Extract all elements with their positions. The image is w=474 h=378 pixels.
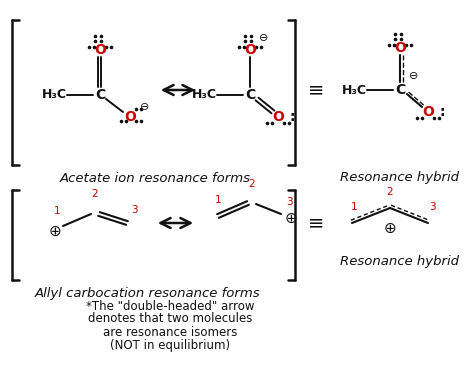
Text: C: C [95, 88, 105, 102]
Text: H₃C: H₃C [192, 88, 217, 102]
Text: 3: 3 [428, 202, 435, 212]
Text: are resonance isomers: are resonance isomers [103, 325, 237, 339]
Text: 1: 1 [351, 202, 357, 212]
Text: ⊖: ⊖ [410, 71, 419, 81]
Text: Resonance hybrid: Resonance hybrid [340, 172, 459, 184]
Text: ≡: ≡ [308, 214, 324, 232]
Text: H₃C: H₃C [342, 84, 367, 96]
Text: *The "double-headed" arrow: *The "double-headed" arrow [86, 299, 254, 313]
Text: 3: 3 [131, 205, 137, 215]
Text: :: : [439, 105, 445, 119]
Text: :: : [289, 110, 295, 124]
Text: denotes that two molecules: denotes that two molecules [88, 313, 252, 325]
Text: ⊖: ⊖ [259, 33, 269, 43]
Text: ⊕: ⊕ [284, 211, 297, 226]
Text: Acetate ion resonance forms: Acetate ion resonance forms [60, 172, 250, 184]
Text: (NOT in equilibrium): (NOT in equilibrium) [110, 339, 230, 352]
Text: ⊕: ⊕ [49, 223, 61, 239]
Text: O: O [94, 43, 106, 57]
Text: ⊖: ⊖ [140, 102, 150, 112]
Text: 1: 1 [215, 195, 221, 205]
Text: O: O [124, 110, 136, 124]
Text: O: O [272, 110, 284, 124]
Text: ≡: ≡ [308, 81, 324, 99]
Text: 2: 2 [249, 179, 255, 189]
Text: ⊕: ⊕ [383, 220, 396, 235]
Text: Allyl carbocation resonance forms: Allyl carbocation resonance forms [35, 287, 261, 299]
Text: O: O [244, 43, 256, 57]
Text: 2: 2 [91, 189, 98, 199]
Text: H₃C: H₃C [42, 88, 67, 102]
Text: 2: 2 [387, 187, 393, 197]
Text: C: C [245, 88, 255, 102]
Text: Resonance hybrid: Resonance hybrid [340, 254, 459, 268]
Text: O: O [394, 41, 406, 55]
Text: O: O [422, 105, 434, 119]
Text: 1: 1 [54, 206, 60, 216]
Text: 3: 3 [286, 197, 292, 207]
Text: C: C [395, 83, 405, 97]
